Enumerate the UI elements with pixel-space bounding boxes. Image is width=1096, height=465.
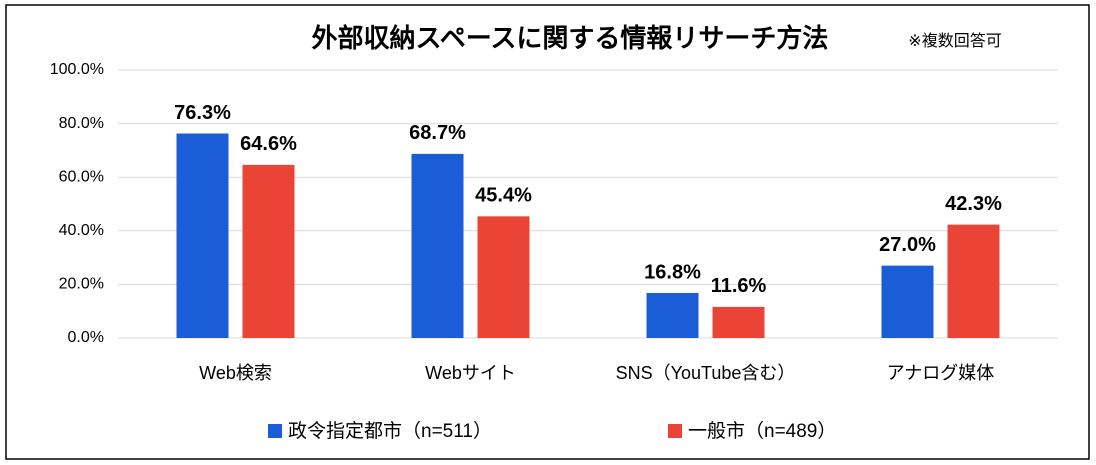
- x-tick-label: Web検索: [199, 363, 272, 383]
- chart-title: 外部収納スペースに関する情報リサーチ方法: [312, 23, 829, 53]
- y-tick-label: 80.0%: [59, 115, 104, 132]
- legend-label: 一般市（n=489）: [688, 420, 836, 442]
- bar: [176, 133, 229, 338]
- x-tick-label: アナログ媒体: [887, 363, 995, 383]
- x-tick-label: Webサイト: [425, 363, 516, 383]
- value-label: 64.6%: [240, 133, 297, 155]
- y-tick-label: 20.0%: [59, 276, 104, 293]
- value-label: 16.8%: [644, 261, 701, 283]
- y-tick-label: 0.0%: [68, 329, 104, 346]
- legend-swatch: [268, 424, 282, 438]
- bar: [242, 164, 295, 338]
- bar: [646, 292, 699, 338]
- bar: [947, 224, 1000, 338]
- x-tick-label: SNS（YouTube含む）: [616, 363, 796, 383]
- legend-swatch: [668, 424, 682, 438]
- bar: [477, 216, 530, 338]
- value-label: 76.3%: [174, 102, 231, 124]
- y-tick-label: 40.0%: [59, 222, 104, 239]
- y-tick-label: 60.0%: [59, 168, 104, 185]
- legend-label: 政令指定都市（n=511）: [288, 420, 492, 442]
- value-label: 42.3%: [945, 193, 1002, 215]
- bar: [712, 306, 765, 338]
- bar: [411, 153, 464, 338]
- value-label: 11.6%: [711, 275, 767, 297]
- value-label: 27.0%: [879, 234, 936, 256]
- value-label: 68.7%: [409, 122, 466, 144]
- value-label: 45.4%: [475, 185, 532, 207]
- bar: [881, 265, 934, 338]
- y-tick-label: 100.0%: [50, 61, 104, 78]
- chart-subtitle: ※複数回答可: [908, 32, 1001, 50]
- chart-frame: [5, 4, 1090, 460]
